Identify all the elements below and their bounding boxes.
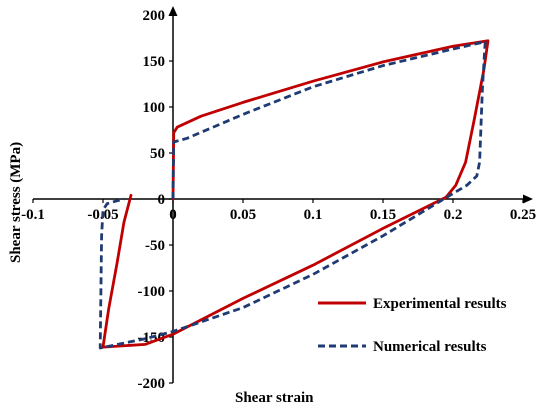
legend: Experimental results Numerical results [318,296,507,355]
legend-label-numerical: Numerical results [373,339,487,355]
y-axis-arrow [168,6,178,16]
x-tick-label: 0.15 [370,207,396,223]
x-tick-label: 0.1 [304,207,323,223]
y-tick-label: -50 [145,238,165,254]
y-tick-label: 50 [150,146,165,162]
x-tick-label: 0.05 [230,207,256,223]
y-axis-title-group: Shear stress (MPa) [8,142,24,263]
y-tick-label: -100 [138,284,166,300]
y-tick-label: 200 [143,8,166,24]
series-numerical-line [98,40,487,350]
x-tick-label: 0.2 [444,207,463,223]
x-tick-label: 0.25 [510,207,536,223]
x-axis-title: Shear strain [235,390,314,406]
y-axis-title: Shear stress (MPa) [8,142,24,263]
y-tick-label: -200 [138,376,166,392]
legend-label-experimental: Experimental results [373,296,507,312]
series-experimental-line [101,39,490,349]
x-tick-label: -0.1 [21,207,45,223]
y-tick-label: 150 [143,54,166,70]
y-tick-label: 100 [143,100,166,116]
axes [32,6,533,384]
series-lines [98,39,490,350]
x-axis-arrow [523,194,533,204]
y-tick-label: 0 [158,192,166,208]
